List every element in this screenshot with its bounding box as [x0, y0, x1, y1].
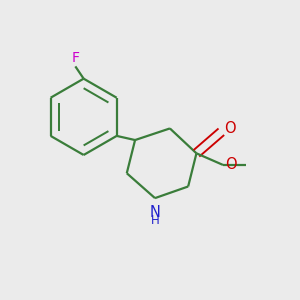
Text: O: O	[226, 157, 237, 172]
Text: H: H	[151, 214, 159, 227]
Text: F: F	[71, 51, 79, 65]
Text: O: O	[224, 121, 236, 136]
Text: N: N	[149, 205, 161, 220]
